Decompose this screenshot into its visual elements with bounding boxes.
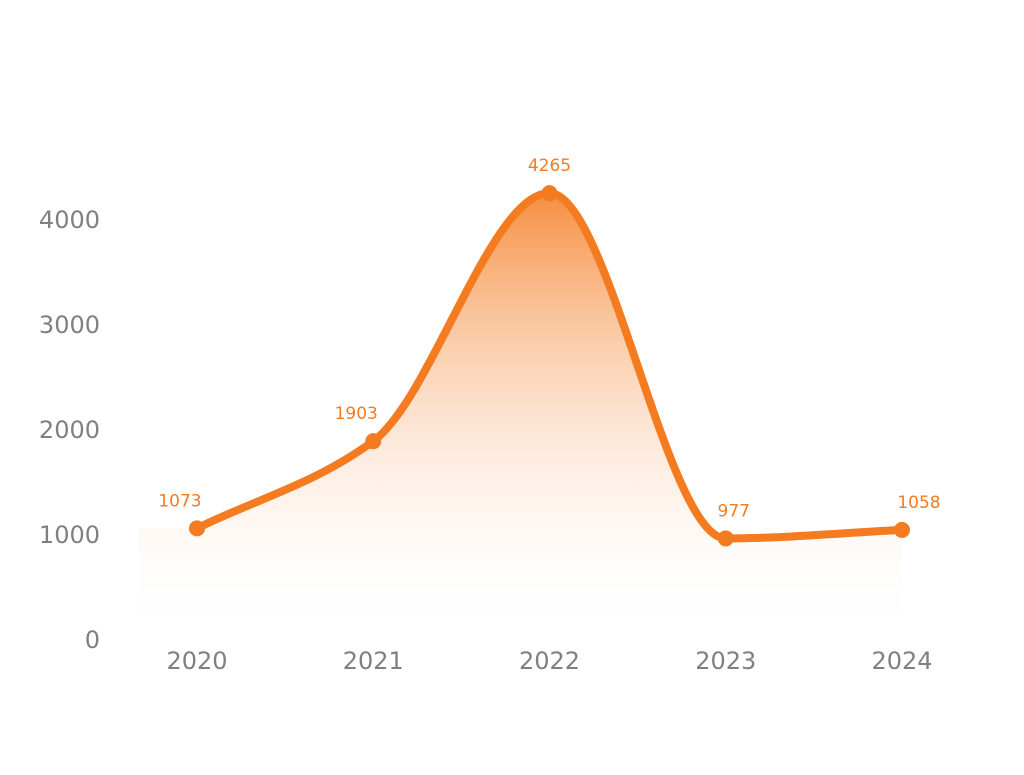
- x-tick-label: 2024: [871, 647, 932, 675]
- y-axis-ticks: 0 1000 2000 3000 4000: [39, 206, 100, 654]
- data-point-2022: [541, 185, 558, 202]
- data-label-2023: 977: [718, 501, 750, 521]
- data-point-2024: [894, 521, 910, 538]
- x-tick-label: 2022: [519, 647, 580, 675]
- y-tick-label: 2000: [39, 416, 100, 444]
- data-labels: 1073 1903 4265 977 1058: [158, 156, 940, 521]
- x-axis-ticks: 2020 2021 2022 2023 2024: [166, 647, 932, 675]
- data-label-2024: 1058: [897, 493, 940, 513]
- data-point-2023: [717, 530, 734, 547]
- area-layer: [139, 193, 902, 642]
- area-fill: [139, 193, 902, 642]
- data-label-2020: 1073: [158, 491, 201, 511]
- y-tick-label: 0: [85, 626, 100, 654]
- data-point-2020: [189, 520, 205, 537]
- x-tick-label: 2021: [343, 647, 404, 675]
- point-layer: [189, 185, 910, 547]
- y-tick-label: 1000: [39, 521, 100, 549]
- x-tick-label: 2023: [695, 647, 756, 675]
- y-tick-label: 4000: [39, 206, 100, 234]
- data-label-2021: 1903: [335, 404, 378, 424]
- data-label-2022: 4265: [528, 156, 571, 176]
- x-tick-label: 2020: [166, 647, 227, 675]
- y-tick-label: 3000: [39, 311, 100, 339]
- data-point-2021: [365, 433, 382, 450]
